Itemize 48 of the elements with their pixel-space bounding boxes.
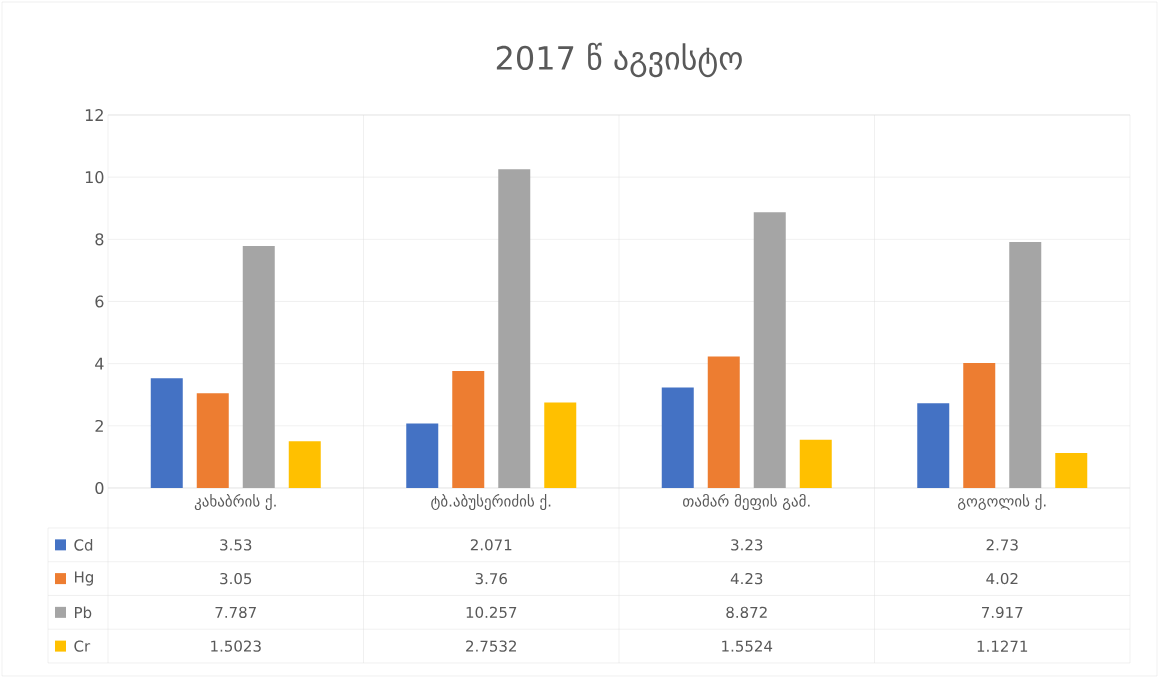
bar — [544, 402, 577, 488]
data-label: 2.071 — [470, 539, 512, 551]
bar — [799, 439, 832, 488]
x-tick-label: კახაბრის ქ. — [194, 493, 276, 511]
y-tick-label: 8 — [95, 233, 104, 246]
data-label: 7.917 — [982, 606, 1023, 619]
bar — [753, 212, 786, 488]
bar — [963, 363, 996, 488]
data-label: 3.23 — [731, 539, 763, 551]
data-label: 8.872 — [726, 606, 767, 619]
bar — [196, 393, 229, 488]
y-tick-label: 12 — [85, 109, 103, 121]
legend-label: Hg — [75, 571, 93, 586]
data-label: 4.23 — [730, 572, 763, 585]
bar — [498, 169, 531, 488]
y-tick-label: 4 — [95, 357, 104, 370]
y-tick-label: 0 — [95, 481, 104, 495]
bar — [242, 245, 275, 488]
bar — [1055, 452, 1088, 488]
data-label: 7.787 — [215, 606, 256, 619]
x-tick-label: გოგოლის ქ. — [958, 494, 1046, 510]
bar — [917, 403, 950, 488]
x-tick-label: ტბ.აბუსერიძის ქ. — [431, 493, 551, 511]
bar — [288, 441, 321, 488]
legend-label: Pb — [75, 606, 92, 619]
bar — [150, 378, 183, 488]
legend-label: Cr — [74, 640, 91, 652]
bar — [406, 423, 439, 488]
bar — [707, 356, 740, 488]
data-label: 1.5023 — [211, 640, 261, 652]
data-label: 3.76 — [475, 572, 507, 585]
y-tick-label: 2 — [95, 419, 103, 432]
bar — [452, 371, 485, 488]
data-label: 2.7532 — [466, 640, 516, 652]
data-label: 1.5524 — [722, 640, 773, 652]
data-label: 2.73 — [986, 539, 1018, 551]
data-label: 10.257 — [466, 606, 517, 619]
data-label: 3.05 — [220, 572, 252, 585]
bar — [1009, 241, 1042, 488]
legend-label: Cd — [74, 539, 93, 551]
y-tick-label: 10 — [85, 171, 104, 184]
bar — [661, 387, 694, 488]
data-label: 3.53 — [220, 539, 252, 551]
data-label: 1.1271 — [977, 640, 1028, 652]
data-label: 4.02 — [986, 572, 1018, 585]
x-tick-label: თამარ მეფის გამ. — [683, 493, 810, 511]
y-tick-label: 6 — [95, 295, 104, 308]
chart-title: 2017 წ აგვისტო — [496, 42, 742, 78]
